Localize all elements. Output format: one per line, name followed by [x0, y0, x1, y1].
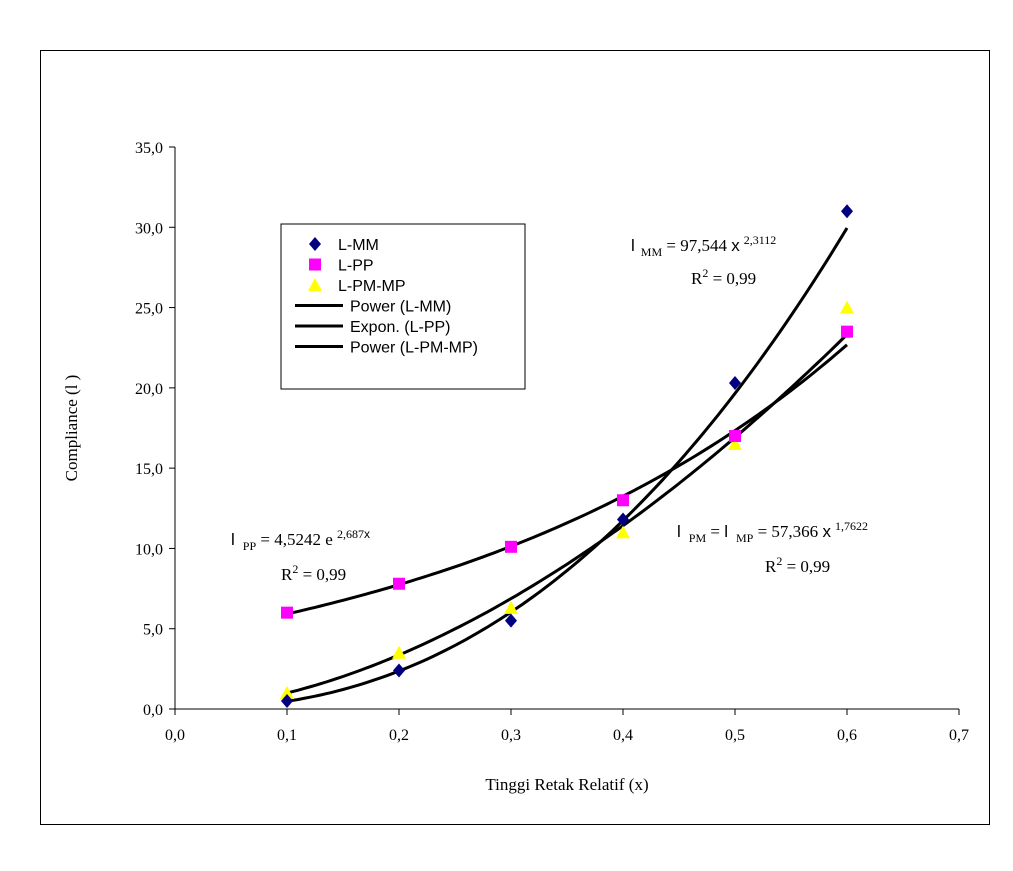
- marker-l-mm: [617, 512, 629, 527]
- annotation-mm-equation: l MM = 97,544 x 2,3112: [631, 233, 776, 259]
- y-tick-label: 0,0: [143, 702, 163, 719]
- marker-l-pp: [505, 540, 517, 553]
- marker-l-pp: [841, 325, 853, 338]
- legend-label: Expon. (L-PP): [350, 319, 450, 336]
- x-tick-label: 0,0: [165, 727, 185, 744]
- marker-l-pm-mp: [728, 437, 742, 451]
- y-axis-label: Compliance (l ): [62, 375, 81, 482]
- marker-l-pm-mp: [616, 525, 630, 539]
- data-markers: [280, 204, 854, 708]
- marker-l-mm: [281, 693, 293, 708]
- x-tick-label: 0,7: [949, 727, 969, 744]
- annotation-pp-equation: l PP = 4,5242 e 2,687x: [231, 527, 370, 553]
- marker-l-pp: [281, 606, 293, 619]
- y-tick-label: 30,0: [135, 220, 163, 237]
- marker-l-pm-mp: [280, 685, 294, 699]
- chart-frame: 0,0 0,1 0,2 0,3 0,4 0,5 0,6 0,7 0,0 5,0 10,0 15,0 2…: [40, 50, 990, 825]
- trendlines: [286, 227, 849, 703]
- marker-l-pm-mp: [392, 645, 406, 659]
- legend-label: L-MM: [338, 237, 379, 254]
- marker-l-mm: [505, 613, 517, 628]
- legend-label: L-PM-MP: [338, 278, 406, 295]
- x-tick-label: 0,1: [277, 727, 297, 744]
- legend-marker-l-pm-mp: [308, 278, 322, 291]
- legend-marker-l-mm: [309, 237, 321, 251]
- y-tick-label: 35,0: [135, 140, 163, 157]
- x-tick-label: 0,4: [613, 727, 633, 744]
- x-tick-label: 0,6: [837, 727, 857, 744]
- x-tick-label: 0,2: [389, 727, 409, 744]
- y-tick-labels: 0,0 5,0 10,0 15,0 20,0 25,0 30,0 35,0: [135, 140, 175, 719]
- y-tick-label: 5,0: [143, 622, 163, 639]
- axes: [174, 147, 959, 710]
- annotation-pm-equation: l PM = l MP = 57,366 x 1,7622: [677, 519, 868, 545]
- trendline-power-l-mm: [286, 227, 849, 703]
- marker-l-mm: [841, 204, 853, 219]
- legend-items: L-MM L-PP L-PM-MP Power (L-MM) Expon. (L-PP)…: [295, 237, 478, 357]
- chart-svg: 0,0 0,1 0,2 0,3 0,4 0,5 0,6 0,7 0,0 5,0 10,0 15,0 2…: [62, 140, 969, 794]
- annotation-pm-r2: R2 = 0,99: [765, 554, 830, 576]
- x-tick-labels: 0,0 0,1 0,2 0,3 0,4 0,5 0,6 0,7: [165, 709, 969, 744]
- legend-label: Power (L-PM-MP): [350, 340, 478, 357]
- x-tick-label: 0,3: [501, 727, 521, 744]
- marker-l-pp: [729, 430, 741, 443]
- legend-label: L-PP: [338, 258, 374, 275]
- marker-l-pm-mp: [840, 300, 854, 314]
- legend-label: Power (L-MM): [350, 299, 451, 316]
- legend-marker-l-pp: [309, 258, 321, 271]
- legend: L-MM L-PP L-PM-MP Power (L-MM) Expon. (L-PP)…: [280, 223, 526, 390]
- annotation-pp-r2: R2 = 0,99: [281, 562, 346, 584]
- trendline-expon-l-pp: [286, 343, 848, 616]
- y-tick-label: 10,0: [135, 541, 163, 558]
- y-tick-label: 20,0: [135, 381, 163, 398]
- trendline-power-l-pm-mp: [286, 333, 849, 695]
- x-axis-label: Tinggi Retak Relatif (x): [485, 775, 648, 794]
- annotation-mm-r2: R2 = 0,99: [691, 266, 756, 288]
- y-tick-label: 25,0: [135, 301, 163, 318]
- y-tick-label: 15,0: [135, 461, 163, 478]
- x-tick-label: 0,5: [725, 727, 745, 744]
- marker-l-mm: [393, 663, 405, 678]
- marker-l-pm-mp: [504, 600, 518, 614]
- marker-l-pp: [617, 494, 629, 507]
- marker-l-mm: [729, 376, 741, 391]
- marker-l-pp: [393, 577, 405, 590]
